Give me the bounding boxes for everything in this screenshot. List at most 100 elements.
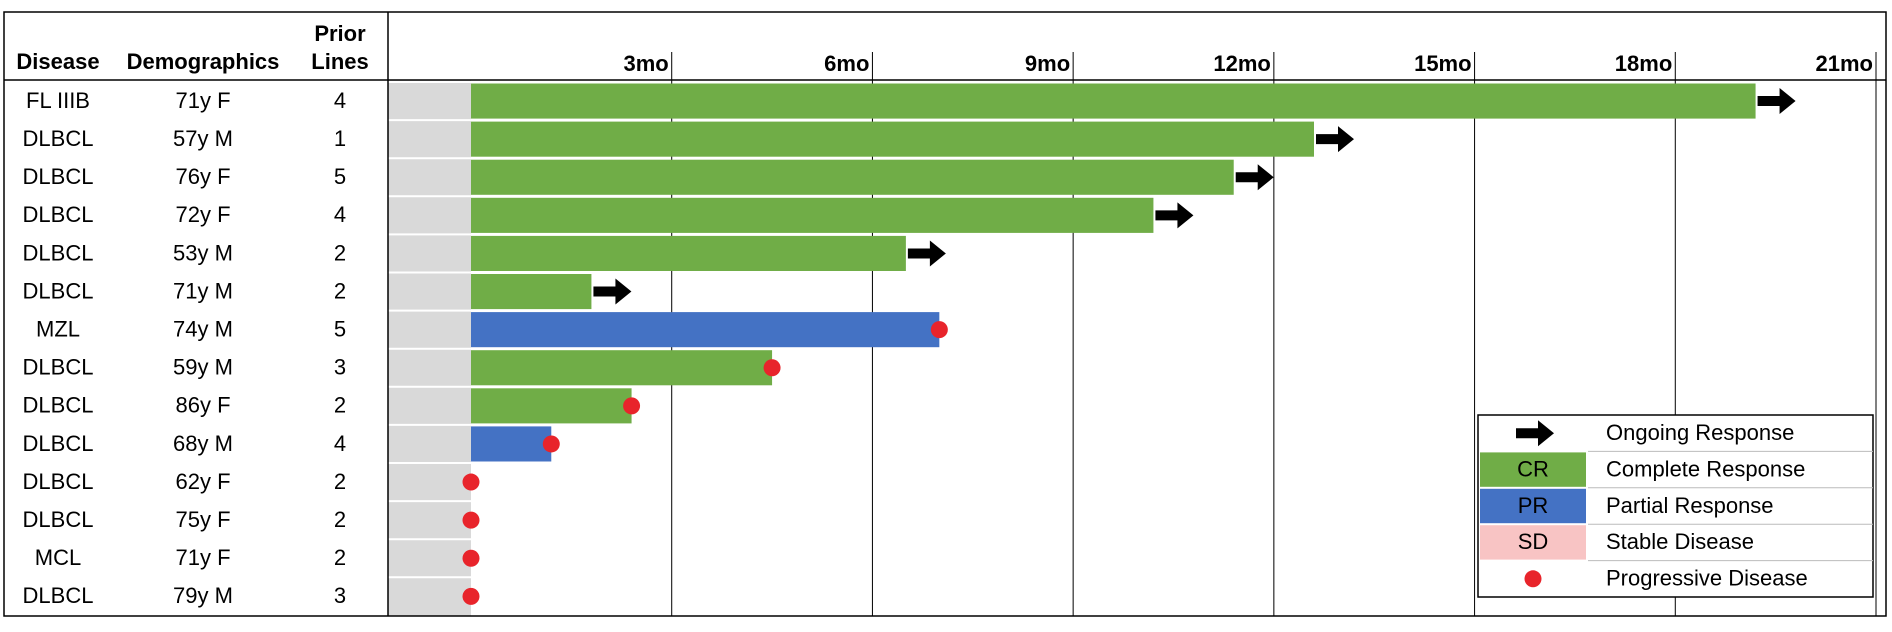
legend-label: Ongoing Response [1606,420,1794,445]
response-bar [471,159,1234,195]
x-tick-label: 12mo [1213,51,1270,76]
progression-dot [930,321,948,339]
cell-demographics: 57y M [173,126,233,151]
x-tick-label: 3mo [623,51,668,76]
legend: Ongoing Response CR Complete Response PR Par… [1477,414,1874,598]
cell-prior-lines: 4 [334,431,346,456]
cell-demographics: 86y F [175,393,230,418]
cell-prior-lines: 2 [334,545,346,570]
cell-disease: DLBCL [23,393,94,418]
row: DLBCL 71y M 2 [23,271,632,310]
cell-prior-lines: 5 [334,164,346,189]
row: MZL 74y M 5 [36,309,948,348]
x-tick-label: 21mo [1816,51,1873,76]
row: DLBCL 62y F 2 [23,462,480,494]
response-bar [471,350,773,386]
legend-swatch [1480,525,1586,560]
row: DLBCL 53y M 2 [23,233,946,271]
cell-disease: DLBCL [23,126,94,151]
cell-prior-lines: 3 [334,583,346,608]
progression-dot [462,587,480,605]
cell-prior-lines: 5 [334,316,346,341]
cell-demographics: 59y M [173,355,233,380]
ongoing-arrow [1757,88,1796,115]
column-header: Demographics [126,49,280,74]
column-header: Disease [16,49,100,74]
response-bar [471,274,592,310]
progression-dot [542,435,560,453]
cell-prior-lines: 2 [334,507,346,532]
row: DLBCL 79y M 3 [23,576,480,608]
ongoing-arrow [907,240,946,267]
legend-code: CR [1517,456,1549,481]
x-tick-label: 15mo [1414,51,1471,76]
row: DLBCL 72y F 4 [23,195,1194,233]
row: DLBCL 57y M 1 [23,119,1354,157]
row: DLBCL 59y M 3 [23,347,781,386]
cell-demographics: 71y F [175,88,230,113]
cell-demographics: 62y F [175,469,230,494]
ongoing-arrow [1155,202,1194,229]
x-tick-label: 6mo [824,51,869,76]
legend-swatch [1480,452,1586,487]
legend-code: SD [1518,529,1549,554]
cell-prior-lines: 3 [334,355,346,380]
ongoing-arrow [1316,126,1354,153]
row: DLBCL 76y F 5 [23,157,1274,195]
cell-disease: MCL [35,545,81,570]
cell-prior-lines: 4 [334,202,346,227]
cell-prior-lines: 1 [334,126,346,151]
cell-prior-lines: 2 [334,393,346,418]
cell-disease: FL IIIB [26,88,90,113]
response-bar [471,235,906,271]
cell-disease: MZL [36,316,80,341]
cell-disease: DLBCL [23,355,94,380]
legend-label: Partial Response [1606,493,1774,518]
cell-disease: DLBCL [23,164,94,189]
cell-demographics: 71y F [175,545,230,570]
cell-demographics: 71y M [173,278,233,303]
cell-demographics: 74y M [173,316,233,341]
ongoing-arrow [593,278,632,305]
cell-prior-lines: 2 [334,469,346,494]
column-header: Prior Lines [311,21,369,74]
legend-label: Progressive Disease [1606,566,1808,591]
cell-demographics: 79y M [173,583,233,608]
progression-dot [623,397,641,415]
legend-dot [1524,570,1542,588]
response-bar [471,83,1756,119]
cell-demographics: 75y F [175,507,230,532]
row: DLBCL 86y F 2 [23,385,641,424]
response-bar [471,312,940,348]
row: DLBCL 75y F 2 [23,500,480,532]
cell-demographics: 72y F [175,202,230,227]
progression-dot [462,473,480,491]
cell-disease: DLBCL [23,507,94,532]
cell-disease: DLBCL [23,278,94,303]
cell-demographics: 76y F [175,164,230,189]
cell-disease: DLBCL [23,202,94,227]
row: MCL 71y F 2 [35,538,480,570]
row: FL IIIB 71y F 4 [26,81,1796,119]
progression-dot [462,549,480,567]
cell-disease: DLBCL [23,431,94,456]
cell-prior-lines: 2 [334,240,346,265]
legend-label: Stable Disease [1606,529,1754,554]
response-bar [471,121,1314,157]
legend-label: Complete Response [1606,456,1805,481]
legend-swatch [1480,488,1586,524]
response-bar [471,388,632,424]
cell-prior-lines: 2 [334,278,346,303]
x-tick-label: 18mo [1615,51,1672,76]
progression-dot [462,511,480,529]
cell-demographics: 53y M [173,240,233,265]
cell-prior-lines: 4 [334,88,346,113]
cell-disease: DLBCL [23,583,94,608]
response-bar [471,426,552,462]
cell-disease: DLBCL [23,469,94,494]
ongoing-arrow [1235,164,1274,191]
legend-arrow [1516,420,1554,447]
x-tick-label: 9mo [1025,51,1070,76]
